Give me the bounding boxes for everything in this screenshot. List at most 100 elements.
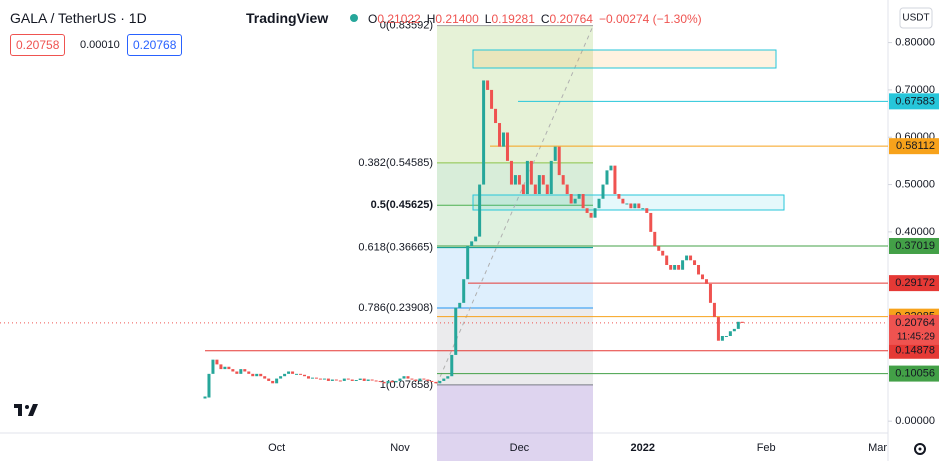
candle-body (629, 203, 633, 209)
candle-body (382, 381, 386, 384)
candle-body (553, 146, 557, 161)
candle-body (605, 170, 609, 185)
candle-body (585, 208, 589, 213)
currency-button[interactable] (899, 7, 933, 29)
candle-body (736, 321, 740, 329)
price-level-tag (889, 237, 939, 254)
candle-body (513, 175, 517, 185)
candle-body (390, 380, 394, 383)
price-level-tag (889, 93, 939, 110)
x-tick-label: Dec (510, 442, 530, 454)
settings-gear[interactable] (914, 443, 926, 455)
fib-band (437, 25, 593, 163)
candle-body (235, 371, 239, 374)
candle-body (601, 184, 605, 199)
candle-body (597, 198, 601, 209)
y-tick-label: 0.00000 (895, 415, 935, 427)
candle-body (430, 380, 434, 382)
candle-body (716, 317, 720, 341)
candle-body (569, 194, 573, 204)
price-level-label: 0.29172 (895, 277, 935, 289)
sell-price[interactable]: 0.20758 (10, 34, 66, 56)
fib-label: 0.5(0.45625) (371, 199, 434, 211)
candle-body (211, 359, 215, 374)
zone-box (472, 194, 785, 211)
candle-body (537, 175, 541, 195)
candle-body (502, 132, 505, 147)
candle-body (271, 380, 275, 384)
candle-body (653, 231, 657, 247)
candle-body (275, 378, 279, 384)
candle-body (470, 241, 474, 247)
candle-body (251, 373, 255, 377)
currency[interactable]: USDT (902, 13, 929, 24)
status-dot (350, 14, 358, 22)
candle-body (728, 331, 732, 336)
candle-body (243, 369, 247, 372)
candle-body (291, 371, 295, 374)
change: −0.00274 (−1.30%) (598, 12, 702, 26)
brand: TradingView (246, 10, 329, 26)
candle-body (557, 146, 561, 176)
candle-body (577, 194, 581, 199)
candle-body (287, 371, 291, 374)
candle-body (490, 89, 494, 109)
candle-body (712, 302, 716, 318)
candle-body (545, 184, 549, 195)
candle-body (223, 366, 227, 370)
price-level-tag (889, 365, 939, 382)
candle-body (641, 208, 645, 210)
candle-body (326, 378, 330, 381)
candle-body (442, 378, 446, 381)
candle-body (621, 198, 625, 204)
fib-label: 0.382(0.54585) (358, 157, 433, 169)
x-tick-label: Mar (868, 442, 887, 454)
candle-body (366, 379, 370, 381)
candle-body (724, 335, 728, 337)
candle-body (362, 378, 366, 381)
candle-body (386, 380, 390, 384)
candle-body (398, 378, 402, 381)
candle-body (358, 378, 362, 380)
fib-band (437, 384, 593, 461)
candle-body (681, 260, 685, 270)
candle-body (693, 260, 697, 266)
symbol[interactable]: GALA / TetherUS · 1D (10, 10, 147, 26)
candle-body (649, 212, 653, 232)
candle-body (306, 376, 310, 379)
candle-body (462, 279, 466, 303)
price-level-tag (889, 342, 939, 359)
candle-body (426, 379, 430, 381)
candle-body (486, 80, 490, 90)
candle-body (701, 274, 704, 280)
price-level-label: 0.14878 (895, 345, 935, 357)
candle-body (458, 302, 462, 308)
candle-body (565, 184, 569, 195)
ohlc-value: 0.20764 (549, 12, 593, 26)
candle-body (450, 354, 454, 377)
fib-label: 0.786(0.23908) (358, 302, 433, 314)
candle-body (673, 265, 677, 270)
candle-body (645, 208, 649, 213)
candle-body (661, 250, 665, 256)
candle-body (561, 175, 565, 185)
candle-body (299, 373, 303, 375)
price-level-label: 0.37019 (895, 240, 935, 252)
ohlc: O0.21022 H0.21400 L0.19281 C0.20764 −0.00274… (368, 12, 702, 26)
candle-body (354, 379, 358, 381)
buy-price[interactable]: 0.20768 (127, 34, 183, 56)
candle-body (239, 369, 243, 374)
candle-body (573, 198, 577, 204)
candle-body (303, 374, 306, 377)
candle-body (283, 373, 287, 377)
candle-body (505, 132, 509, 161)
candle-body (231, 369, 235, 372)
candle-body (466, 246, 470, 280)
candle-body (454, 307, 458, 355)
candle-body (207, 373, 211, 398)
x-tick-label: 2022 (631, 442, 655, 454)
candle-body (219, 364, 223, 370)
candle-body (498, 123, 502, 147)
fib-label: 0.618(0.36665) (358, 242, 433, 254)
candle-body (732, 328, 736, 332)
